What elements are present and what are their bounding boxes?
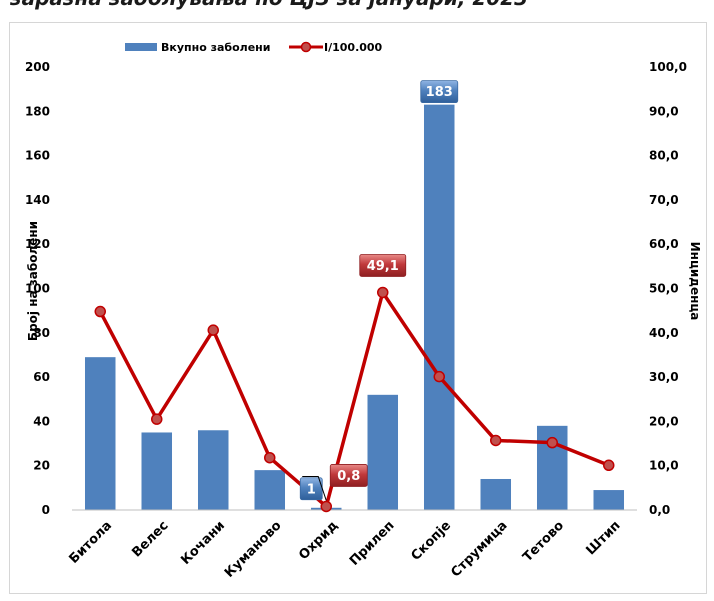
incidence-marker	[151, 413, 163, 425]
incidence-marker	[264, 451, 276, 464]
legend-marker-incidence	[300, 41, 312, 53]
y-tick-label-left: 200	[25, 60, 50, 74]
y-tick-label-left: 0	[42, 503, 50, 517]
y-tick-label-right: 60,0	[649, 237, 679, 251]
x-tick-label: Битола	[66, 518, 115, 567]
chart-frame: Вкупно заболени I/100.000 Број на заболе…	[9, 22, 707, 594]
legend: Вкупно заболени I/100.000	[125, 41, 383, 54]
line-data-label: 0,8	[337, 469, 360, 484]
line-data-label-box	[359, 254, 407, 277]
legend-label-incidence: I/100.000	[324, 41, 383, 54]
y-tick-label-right: 20,0	[649, 414, 679, 428]
legend-label-bars: Вкупно заболени	[161, 41, 270, 54]
x-tick-label: Кочани	[178, 518, 228, 568]
y-tick-label-right: 50,0	[649, 282, 679, 296]
bar	[423, 104, 455, 510]
legend-swatch-bars	[125, 43, 157, 51]
bar	[593, 490, 625, 510]
bar-data-label: 1	[307, 482, 316, 497]
bar	[84, 357, 116, 510]
bar-data-label-box	[420, 80, 459, 104]
y-tick-label-left: 160	[25, 149, 50, 163]
incidence-marker	[603, 459, 615, 472]
incidence-marker	[433, 370, 445, 383]
chart-title: заразна заболувања по ЦЈЗ за јануари, 20…	[10, 0, 710, 12]
incidence-line	[98, 290, 610, 509]
y-tick-label-left: 180	[25, 104, 50, 118]
y-axis-title-right: Инциденца	[688, 242, 702, 321]
x-tick-label: Штип	[583, 518, 623, 558]
y-tick-label-left: 120	[25, 237, 50, 251]
incidence-marker	[94, 305, 106, 318]
bar	[480, 478, 512, 510]
y-tick-label-right: 90,0	[649, 104, 679, 118]
y-tick-label-right: 0,0	[649, 503, 670, 517]
bar	[367, 394, 399, 510]
incidence-marker	[320, 500, 332, 513]
x-tick-label: Скопје	[408, 518, 454, 564]
x-tick-label: Куманово	[222, 518, 285, 581]
incidence-marker	[490, 434, 502, 447]
x-tick-label: Струмица	[448, 518, 510, 580]
y-axis-title-left: Број на заболени	[26, 221, 40, 341]
incidence-marker	[207, 324, 219, 336]
bar	[197, 430, 229, 510]
y-tick-label-left: 80	[33, 326, 50, 340]
data-label-leader	[302, 475, 327, 501]
y-tick-label-left: 60	[33, 370, 50, 384]
y-tick-label-left: 140	[25, 193, 50, 207]
bar	[254, 470, 286, 510]
bar-data-label: 183	[426, 85, 453, 100]
x-tick-label: Охрид	[296, 518, 341, 563]
y-tick-label-right: 80,0	[649, 149, 679, 163]
line-data-label: 49,1	[367, 259, 399, 274]
combo-chart: Вкупно заболени I/100.000 Број на заболе…	[25, 41, 702, 581]
y-tick-label-right: 40,0	[649, 326, 679, 340]
y-tick-label-left: 20	[33, 459, 50, 473]
y-tick-label-left: 100	[25, 282, 50, 296]
incidence-marker	[377, 286, 389, 299]
x-tick-label: Велес	[129, 518, 171, 560]
incidence-marker	[546, 436, 558, 449]
y-tick-label-right: 10,0	[649, 459, 679, 473]
x-tick-label: Тетово	[520, 518, 567, 565]
bar	[141, 432, 173, 510]
y-tick-label-left: 40	[33, 414, 50, 428]
y-tick-label-right: 30,0	[649, 370, 679, 384]
line-data-label-box	[329, 464, 368, 487]
y-tick-label-right: 70,0	[649, 193, 679, 207]
x-tick-label: Прилеп	[347, 518, 398, 569]
y-tick-label-right: 100,0	[649, 60, 687, 74]
